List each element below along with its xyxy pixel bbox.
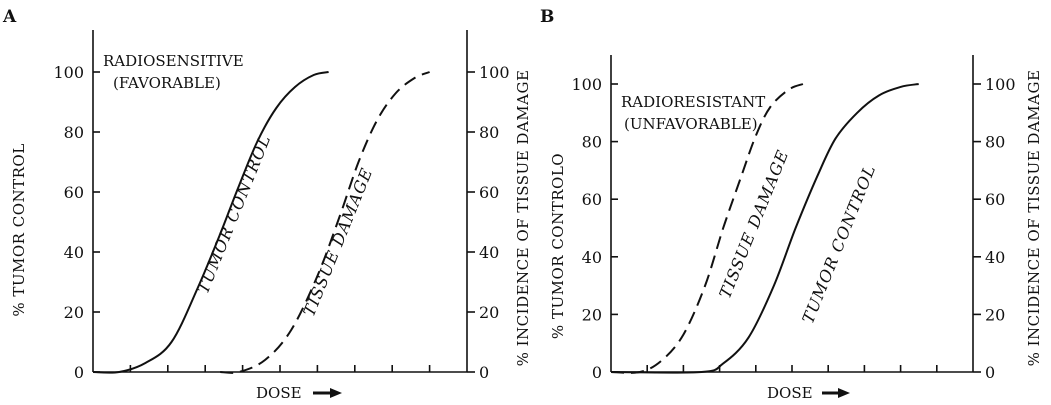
panel-a-tissue-damage-curve <box>220 72 429 373</box>
panel-a-left-tick-labels: 0 20 40 60 80 100 <box>53 63 84 382</box>
panel-a-left-tick-label: 40 <box>64 243 84 262</box>
panel-a: A 0 20 40 60 80 100 0 20 40 60 80 100 RADIOSENSITI… <box>2 7 532 402</box>
panel-b-right-tick-label: 40 <box>985 248 1005 267</box>
panel-b-right-tick-labels: 0 20 40 60 80 100 <box>985 75 1016 382</box>
panel-a-annotation-line1: RADIOSENSITIVE <box>103 52 244 70</box>
panel-b-left-tick-label: 0 <box>592 363 602 382</box>
panel-a-right-y-axis-label: % INCIDENCE OF TISSUE DAMAGE <box>514 70 532 367</box>
panel-b-letter: B <box>540 7 554 27</box>
panel-b-left-tick-label: 100 <box>571 75 602 94</box>
panel-b-right-tick-label: 20 <box>985 305 1005 324</box>
panel-a-annotation-line2: (FAVORABLE) <box>113 74 221 92</box>
panel-b: B 0 20 40 60 80 100 0 20 40 60 80 100 RADIORESISTA… <box>540 7 1043 402</box>
panel-b-left-tick-label: 20 <box>582 305 602 324</box>
panel-b-left-tick-label: 80 <box>582 133 602 152</box>
panel-a-right-tick-label: 0 <box>479 363 489 382</box>
panel-a-left-tick-label: 80 <box>64 123 84 142</box>
panel-a-x-axis-label: DOSE <box>256 384 302 402</box>
panel-b-tumor-control-label: TUMOR CONTROL <box>798 162 879 326</box>
panel-a-left-tick-label: 0 <box>74 363 84 382</box>
panel-a-left-y-axis-label: % TUMOR CONTROL <box>10 143 28 316</box>
panel-b-annotation-line1: RADIORESISTANT <box>621 93 765 111</box>
panel-b-annotation-line2: (UNFAVORABLE) <box>624 115 758 133</box>
panel-b-right-tick-label: 60 <box>985 190 1005 209</box>
panel-a-dose-arrow <box>313 388 342 398</box>
panel-b-right-tick-label: 100 <box>985 75 1016 94</box>
panel-b-tissue-damage-label: TISSUE DAMAGE <box>715 147 792 301</box>
panel-a-right-tick-label: 60 <box>479 183 499 202</box>
panel-b-x-axis-label: DOSE <box>767 384 813 402</box>
panel-a-right-tick-label: 20 <box>479 303 499 322</box>
panel-a-right-tick-label: 80 <box>479 123 499 142</box>
panel-a-right-tick-label: 100 <box>479 63 510 82</box>
panel-a-curves <box>93 72 430 373</box>
panel-a-left-tick-label: 60 <box>64 183 84 202</box>
panel-b-left-tick-labels: 0 20 40 60 80 100 <box>571 75 602 382</box>
panel-b-left-tick-label: 40 <box>582 248 602 267</box>
panel-b-left-tick-label: 60 <box>582 190 602 209</box>
panel-a-left-tick-label: 20 <box>64 303 84 322</box>
panel-a-tumor-control-label: TUMOR CONTROL <box>193 132 274 296</box>
panel-b-right-tick-label: 80 <box>985 133 1005 152</box>
panel-b-dose-arrow <box>822 388 850 398</box>
panel-b-left-y-axis-label: % TUMOR CONTROLO <box>549 153 567 339</box>
panel-a-left-tick-label: 100 <box>53 63 84 82</box>
panel-b-right-tick-label: 0 <box>985 363 995 382</box>
panel-b-right-y-axis-label: % INCIDENCE OF TISSUE DAMAGE <box>1025 70 1043 367</box>
panel-a-right-tick-label: 40 <box>479 243 499 262</box>
panel-a-letter: A <box>2 7 17 27</box>
panel-a-right-tick-labels: 0 20 40 60 80 100 <box>479 63 510 382</box>
panel-a-tissue-damage-label: TISSUE DAMAGE <box>299 165 376 319</box>
